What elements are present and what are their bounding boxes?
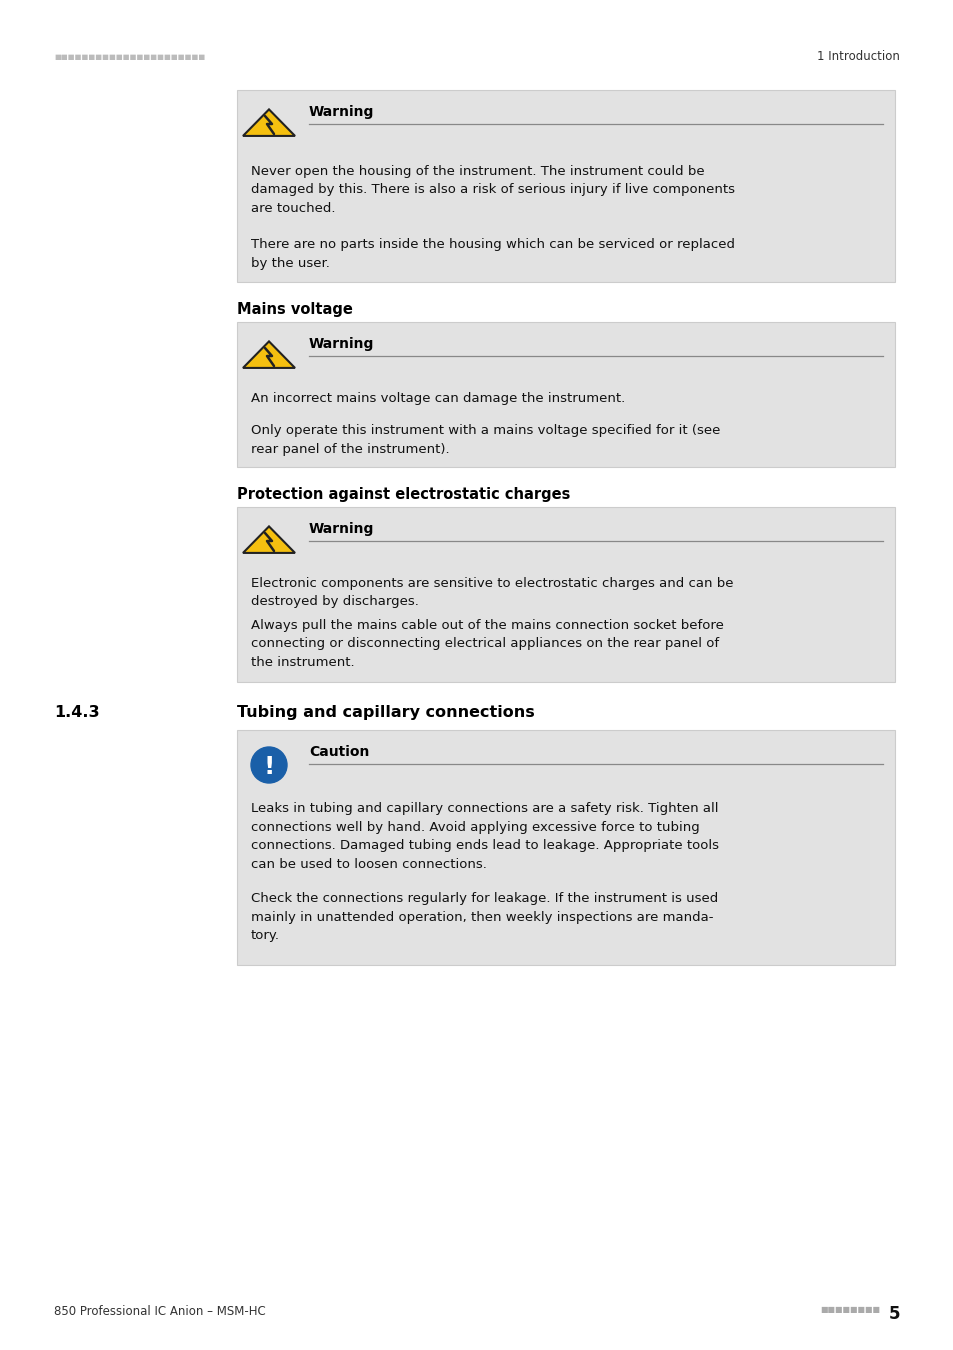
FancyBboxPatch shape — [236, 90, 894, 282]
Text: Caution: Caution — [309, 745, 369, 759]
Text: Leaks in tubing and capillary connections are a safety risk. Tighten all
connect: Leaks in tubing and capillary connection… — [251, 802, 719, 871]
Text: Tubing and capillary connections: Tubing and capillary connections — [236, 705, 535, 720]
FancyBboxPatch shape — [236, 730, 894, 965]
Text: Mains voltage: Mains voltage — [236, 302, 353, 317]
Polygon shape — [243, 526, 294, 554]
Text: Warning: Warning — [309, 522, 374, 536]
Text: ■■■■■■■■■■■■■■■■■■■■■■: ■■■■■■■■■■■■■■■■■■■■■■ — [54, 54, 205, 59]
Text: There are no parts inside the housing which can be serviced or replaced
by the u: There are no parts inside the housing wh… — [251, 238, 734, 270]
Text: Protection against electrostatic charges: Protection against electrostatic charges — [236, 487, 570, 502]
Text: ■■■■■■■■: ■■■■■■■■ — [820, 1305, 879, 1314]
Text: 5: 5 — [887, 1305, 899, 1323]
Polygon shape — [243, 109, 294, 136]
Text: Check the connections regularly for leakage. If the instrument is used
mainly in: Check the connections regularly for leak… — [251, 892, 718, 942]
Polygon shape — [243, 342, 294, 369]
Text: Electronic components are sensitive to electrostatic charges and can be
destroye: Electronic components are sensitive to e… — [251, 576, 733, 609]
Text: !: ! — [263, 755, 274, 779]
FancyBboxPatch shape — [236, 508, 894, 682]
Text: 850 Professional IC Anion – MSM-HC: 850 Professional IC Anion – MSM-HC — [54, 1305, 266, 1318]
Text: 1 Introduction: 1 Introduction — [817, 50, 899, 63]
Text: An incorrect mains voltage can damage the instrument.: An incorrect mains voltage can damage th… — [251, 392, 624, 405]
Text: Never open the housing of the instrument. The instrument could be
damaged by thi: Never open the housing of the instrument… — [251, 165, 734, 215]
FancyBboxPatch shape — [236, 323, 894, 467]
Circle shape — [251, 747, 287, 783]
Text: Warning: Warning — [309, 338, 374, 351]
Text: Only operate this instrument with a mains voltage specified for it (see
rear pan: Only operate this instrument with a main… — [251, 424, 720, 455]
Text: Warning: Warning — [309, 105, 374, 119]
Text: 1.4.3: 1.4.3 — [54, 705, 99, 720]
Text: Always pull the mains cable out of the mains connection socket before
connecting: Always pull the mains cable out of the m… — [251, 620, 723, 670]
